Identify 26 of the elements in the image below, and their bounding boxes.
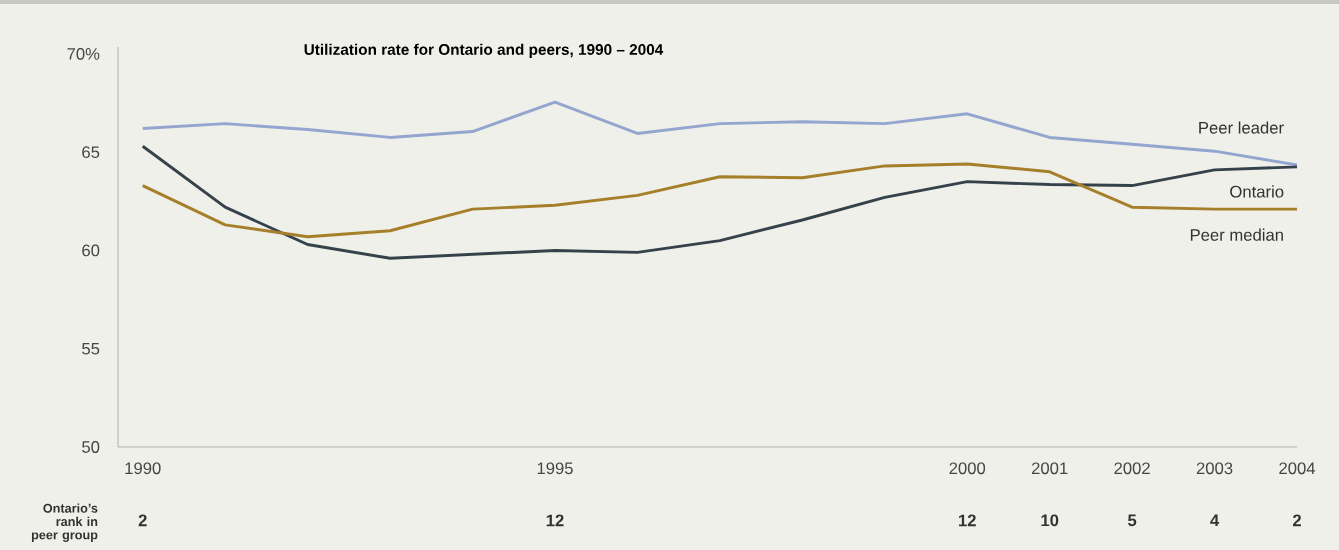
series-label: Peer median	[1190, 228, 1283, 241]
series-label: Peer leader	[1199, 121, 1284, 134]
chart-title: Utilization rate for Ontario and peers, 1990 – 2004	[304, 43, 664, 58]
text: 10	[1041, 514, 1059, 527]
x-tick-label: 1995	[537, 462, 573, 475]
line-series	[141, 162, 1299, 239]
x-tick-label: 2000	[949, 462, 986, 475]
x-tick-label: 1990	[125, 462, 161, 475]
text: 2	[1292, 514, 1301, 527]
y-tick-label: 55	[82, 342, 100, 355]
x-tick-label: 2001	[1031, 462, 1068, 475]
y-tick-label: 65	[82, 146, 100, 159]
text: 2	[138, 514, 147, 527]
text: Ontario’s rank in peer group	[31, 503, 98, 542]
x-tick-label: 2002	[1114, 462, 1150, 475]
series-label: Ontario	[1230, 185, 1284, 198]
text: 12	[959, 514, 976, 527]
text: 5	[1128, 514, 1137, 527]
text: 12	[546, 514, 564, 527]
text: 4	[1210, 514, 1220, 527]
x-tick-label: 2004	[1279, 462, 1316, 475]
y-tick-label: 50	[82, 441, 100, 453]
x-tick-label: 2003	[1196, 462, 1233, 475]
y-tick-label: 60	[82, 244, 100, 257]
line-series	[141, 100, 1299, 167]
y-tick-label: 70%	[67, 47, 100, 60]
